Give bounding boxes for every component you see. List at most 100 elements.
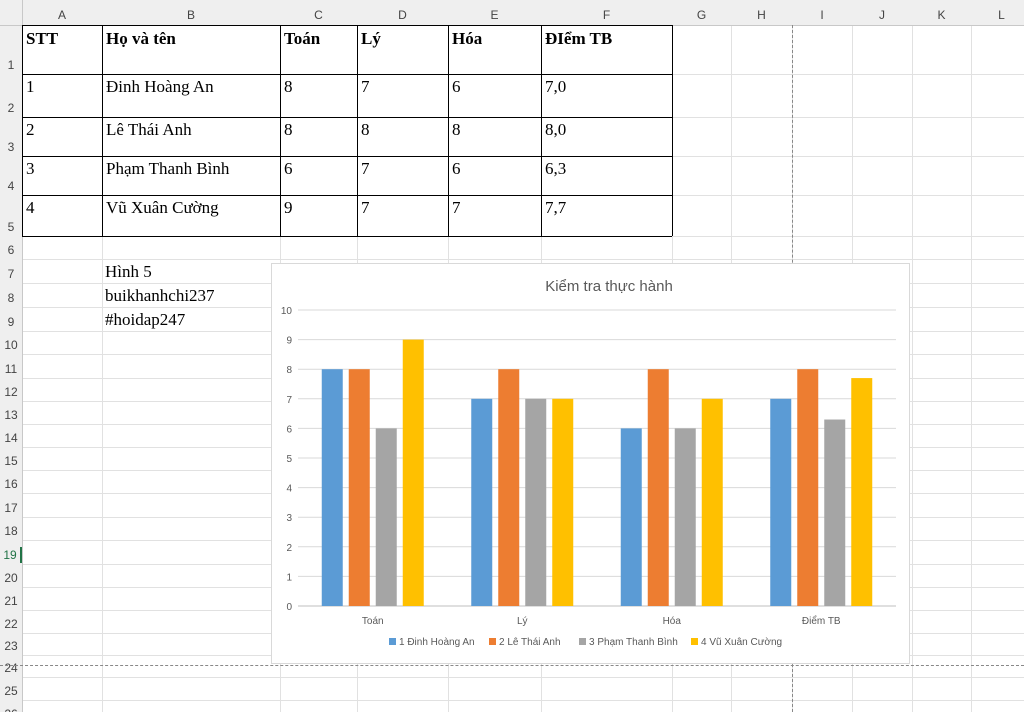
cell-name[interactable]: Phạm Thanh Bình (106, 159, 230, 178)
grid-column-line (912, 0, 913, 712)
header-stt[interactable]: STT (26, 29, 59, 48)
select-all-corner[interactable] (0, 0, 23, 26)
row-header-7[interactable]: 7 (7, 267, 15, 281)
cell-math[interactable]: 8 (284, 120, 293, 139)
cell-physics[interactable]: 7 (361, 198, 370, 217)
y-tick-label: 10 (281, 306, 293, 317)
row-header-14[interactable]: 14 (4, 431, 18, 445)
bar-lý-series-4 (552, 398, 574, 606)
column-header-a[interactable]: A (57, 8, 66, 22)
bar-hóa-series-4 (701, 398, 723, 606)
column-header-d[interactable]: D (398, 8, 407, 22)
row-header-23[interactable]: 23 (4, 639, 18, 653)
cell-stt[interactable]: 1 (26, 77, 35, 96)
column-header-i[interactable]: I (820, 8, 824, 22)
column-header-g[interactable]: G (696, 8, 707, 22)
table-border (280, 25, 281, 236)
row-header-11[interactable]: 11 (4, 362, 18, 376)
row-header-16[interactable]: 16 (4, 477, 18, 491)
cell-chemistry[interactable]: 7 (452, 198, 461, 217)
row-header-1[interactable]: 1 (7, 58, 15, 72)
chart-title: Kiểm tra thực hành (545, 278, 673, 295)
row-header-9[interactable]: 9 (7, 315, 15, 329)
row-header-2[interactable]: 2 (7, 101, 15, 115)
cell-physics[interactable]: 7 (361, 159, 370, 178)
row-header-17[interactable]: 17 (4, 501, 18, 515)
cell-physics[interactable]: 7 (361, 77, 370, 96)
row-header-20[interactable]: 20 (4, 571, 18, 585)
row-header-6[interactable]: 6 (7, 243, 15, 257)
legend-label-1: 1 Đinh Hoàng An (399, 637, 475, 648)
table-border (357, 25, 358, 236)
row-header-12[interactable]: 12 (4, 385, 18, 399)
y-tick-label: 1 (286, 572, 292, 583)
bar-lý-series-1 (471, 398, 493, 606)
y-tick-label: 9 (286, 336, 292, 347)
column-header-k[interactable]: K (937, 8, 946, 22)
header-chemistry[interactable]: Hóa (452, 29, 483, 48)
header-average[interactable]: ĐIểm TB (545, 29, 613, 48)
note-hashtag[interactable]: #hoidap247 (105, 310, 186, 329)
table-border (541, 25, 542, 236)
cell-name[interactable]: Vũ Xuân Cường (106, 198, 219, 217)
row-header-4[interactable]: 4 (7, 179, 15, 193)
cell-name[interactable]: Lê Thái Anh (106, 120, 192, 139)
cell-math[interactable]: 8 (284, 77, 293, 96)
y-tick-label: 8 (286, 365, 292, 376)
column-header-h[interactable]: H (757, 8, 766, 22)
cell-stt[interactable]: 4 (26, 198, 35, 217)
column-header-b[interactable]: B (186, 8, 195, 22)
legend-swatch-1 (389, 638, 396, 645)
row-header-21[interactable]: 21 (4, 594, 18, 608)
cell-math[interactable]: 6 (284, 159, 293, 178)
legend-swatch-3 (579, 638, 586, 645)
x-category-label: Lý (517, 616, 528, 627)
row-header-25[interactable]: 25 (4, 684, 18, 698)
cell-average[interactable]: 7,0 (545, 77, 567, 96)
row-header-22[interactable]: 22 (4, 617, 18, 631)
row-header-15[interactable]: 15 (4, 454, 18, 468)
cell-stt[interactable]: 2 (26, 120, 35, 139)
row-header-5[interactable]: 5 (7, 220, 15, 234)
header-name[interactable]: Họ và tên (106, 29, 176, 48)
cell-stt[interactable]: 3 (26, 159, 35, 178)
bar-điểm-tb-series-1 (770, 398, 792, 606)
legend-label-4: 4 Vũ Xuân Cường (701, 637, 782, 648)
bar-toán-series-3 (375, 428, 397, 606)
column-header-c[interactable]: C (314, 8, 323, 22)
note-figure-label[interactable]: Hình 5 (105, 262, 152, 281)
table-border (22, 117, 672, 118)
table-border (672, 25, 673, 236)
cell-average[interactable]: 6,3 (545, 159, 567, 178)
cell-physics[interactable]: 8 (361, 120, 370, 139)
row-header-10[interactable]: 10 (4, 338, 18, 352)
cell-name[interactable]: Đinh Hoàng An (106, 77, 214, 96)
row-header-13[interactable]: 13 (4, 408, 18, 422)
note-author[interactable]: buikhanhchi237 (105, 286, 215, 305)
bar-chart[interactable]: Kiểm tra thực hành 0 1 2 3 4 5 6 7 8 9 10 Toán Lý Hóa Đ… (271, 263, 910, 664)
column-header-f[interactable]: F (602, 8, 611, 22)
row-header-3[interactable]: 3 (7, 140, 15, 154)
row-header-24[interactable]: 24 (4, 661, 18, 675)
grid-row-line (0, 259, 1024, 260)
legend-swatch-4 (691, 638, 698, 645)
table-border (22, 25, 23, 236)
column-header-e[interactable]: E (490, 8, 499, 22)
bar-lý-series-3 (525, 398, 547, 606)
cell-math[interactable]: 9 (284, 198, 293, 217)
row-header-18[interactable]: 18 (4, 524, 18, 538)
cell-average[interactable]: 7,7 (545, 198, 567, 217)
column-header-l[interactable]: L (998, 8, 1005, 22)
cell-average[interactable]: 8,0 (545, 120, 567, 139)
bar-điểm-tb-series-4 (851, 378, 873, 606)
header-physics[interactable]: Lý (361, 29, 381, 48)
cell-chemistry[interactable]: 8 (452, 120, 461, 139)
row-header-8[interactable]: 8 (7, 291, 15, 305)
cell-chemistry[interactable]: 6 (452, 159, 461, 178)
header-math[interactable]: Toán (284, 29, 321, 48)
column-header-j[interactable]: J (879, 8, 885, 22)
cell-chemistry[interactable]: 6 (452, 77, 461, 96)
row-header-26[interactable]: 26 (0, 706, 22, 712)
row-header-19[interactable]: 19 (0, 547, 22, 563)
